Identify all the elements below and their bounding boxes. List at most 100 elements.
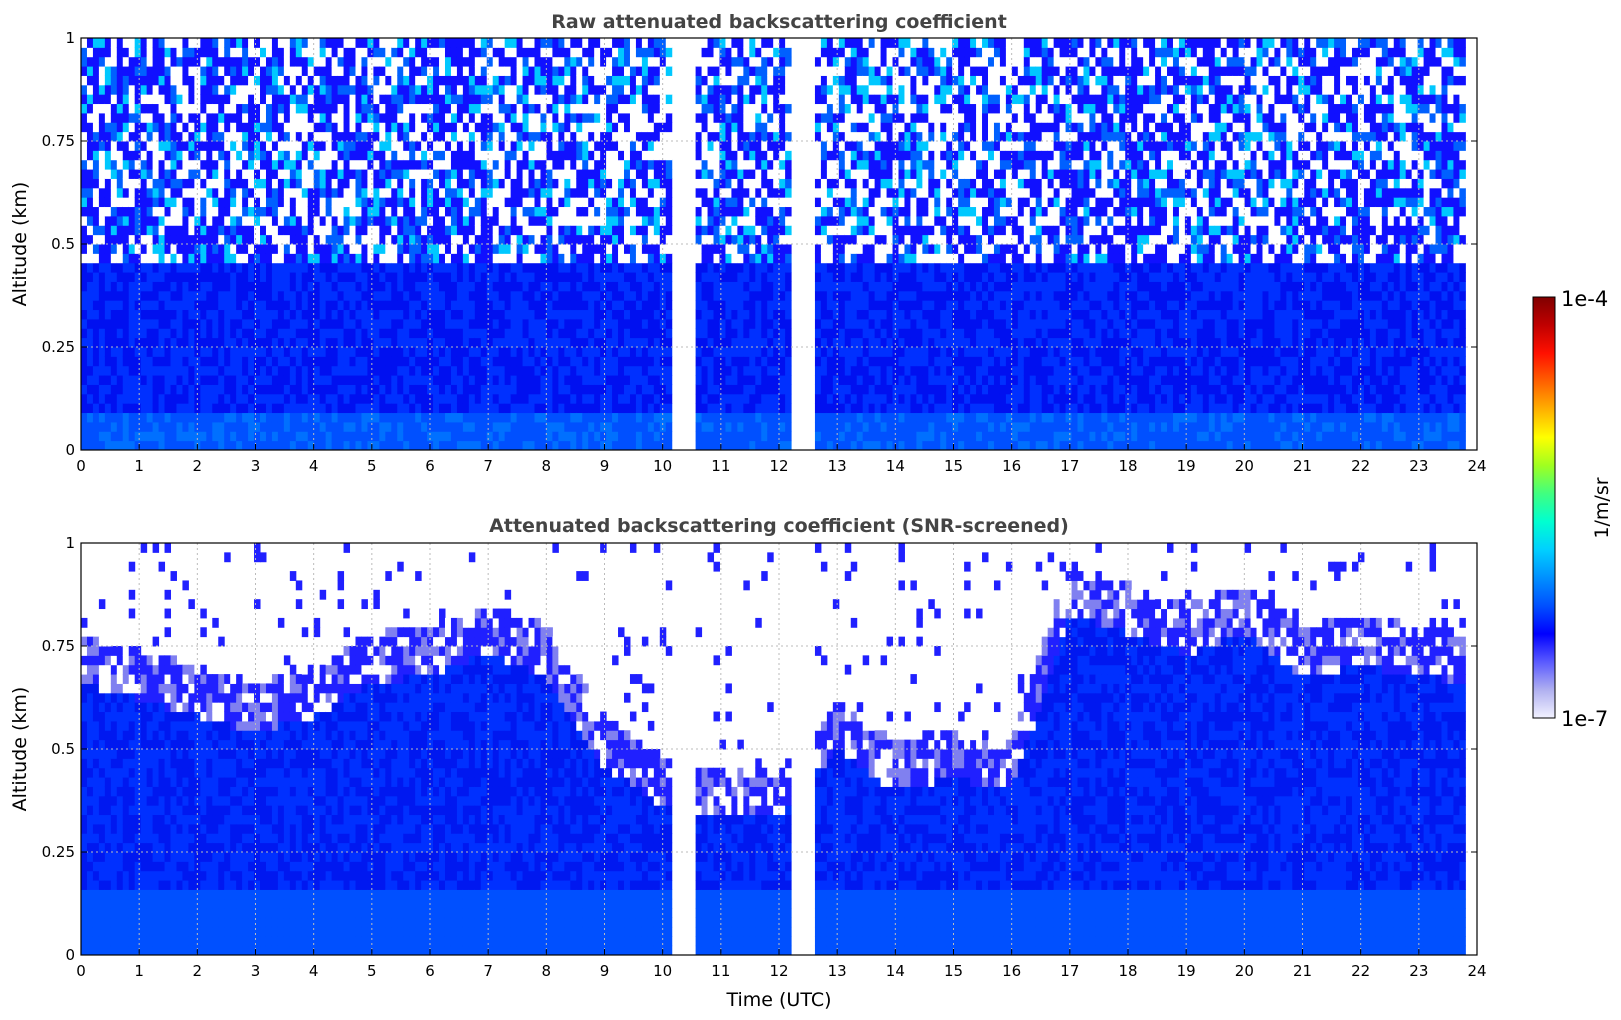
heatmap-cell [528, 262, 535, 273]
heatmap-cell [236, 225, 243, 236]
heatmap-cell [421, 215, 428, 226]
heatmap-cell [188, 431, 195, 442]
heatmap-cell [701, 84, 709, 95]
heatmap-cell [254, 384, 261, 395]
heatmap-cell [486, 206, 494, 217]
heatmap-cell [397, 84, 404, 95]
heatmap-cell [629, 384, 637, 395]
heatmap-cell [146, 272, 154, 282]
heatmap-cell [301, 347, 309, 357]
heatmap-cell [701, 215, 709, 226]
heatmap-cell [773, 206, 780, 217]
heatmap-cell [433, 131, 440, 142]
heatmap-cell [612, 206, 619, 217]
heatmap-cell [200, 281, 207, 292]
heatmap-cell [761, 112, 768, 123]
heatmap-cell [307, 253, 315, 264]
heatmap-cell [570, 347, 577, 357]
heatmap-cell [379, 103, 386, 114]
heatmap-cell [516, 393, 524, 404]
heatmap-cell [116, 47, 124, 58]
heatmap-cell [110, 300, 118, 311]
heatmap-cell [319, 318, 327, 329]
heatmap-cell [283, 234, 291, 245]
heatmap-cell [152, 347, 160, 357]
heatmap-cell [206, 403, 213, 414]
heatmap-cell [415, 300, 422, 311]
heatmap-cell [600, 47, 607, 58]
heatmap-cell [641, 169, 649, 179]
heatmap-cell [289, 159, 297, 170]
heatmap-cell [98, 159, 106, 170]
heatmap-cell [194, 365, 201, 376]
heatmap-cell [695, 262, 703, 273]
heatmap-cell [188, 159, 195, 170]
heatmap-cell [146, 421, 154, 432]
heatmap-cell [659, 141, 667, 151]
heatmap-cell [361, 300, 368, 311]
heatmap-cell [456, 75, 464, 86]
heatmap-cell [450, 112, 458, 123]
heatmap-cell [707, 272, 715, 282]
heatmap-cell [421, 440, 428, 450]
heatmap-cell [653, 103, 661, 114]
heatmap-cell [713, 169, 720, 179]
heatmap-cell [450, 365, 458, 376]
heatmap-cell [355, 253, 362, 264]
heatmap-cell [427, 347, 434, 357]
heatmap-cell [701, 421, 709, 432]
heatmap-cell [295, 103, 303, 114]
heatmap-cell [307, 290, 315, 301]
heatmap-cell [116, 112, 124, 123]
heatmap-cell [307, 300, 315, 311]
heatmap-cell [397, 206, 404, 217]
heatmap-cell [522, 356, 530, 367]
heatmap-cell [546, 56, 553, 67]
heatmap-cell [707, 75, 715, 86]
heatmap-cell [182, 431, 189, 442]
heatmap-cell [516, 234, 524, 245]
heatmap-cell [439, 66, 446, 76]
heatmap-cell [134, 403, 142, 414]
heatmap-cell [104, 150, 112, 161]
heatmap-cell [462, 206, 470, 217]
heatmap-cell [468, 337, 476, 348]
heatmap-cell [474, 187, 482, 198]
heatmap-cell [81, 178, 88, 189]
heatmap-cell [522, 440, 530, 450]
heatmap-cell [206, 412, 213, 423]
heatmap-cell [582, 290, 589, 301]
heatmap-cell [254, 206, 261, 217]
heatmap-cell [236, 178, 243, 189]
heatmap-cell [480, 356, 488, 367]
heatmap-cell [647, 403, 655, 414]
heatmap-cell [212, 347, 219, 357]
heatmap-cell [439, 38, 446, 48]
heatmap-cell [755, 150, 762, 161]
heatmap-cell [182, 215, 189, 226]
heatmap-cell [295, 131, 303, 142]
heatmap-cell [104, 365, 112, 376]
heatmap-cell [629, 150, 637, 161]
heatmap-cell [516, 318, 524, 329]
heatmap-cell [265, 178, 273, 189]
heatmap-cell [719, 365, 726, 376]
heatmap-cell [737, 112, 744, 123]
heatmap-cell [337, 38, 345, 48]
raw-backscatter-panel: Raw attenuated backscattering coefficien… [9, 11, 1487, 475]
heatmap-cell [134, 197, 142, 208]
heatmap-cell [385, 215, 392, 226]
heatmap-cell [629, 141, 637, 151]
heatmap-cell [725, 131, 732, 142]
heatmap-cell [743, 234, 750, 245]
heatmap-cell [731, 337, 738, 348]
heatmap-cell [146, 328, 154, 339]
heatmap-cell [647, 281, 655, 292]
heatmap-cell [81, 300, 88, 311]
heatmap-cell [468, 197, 476, 208]
heatmap-cell [337, 347, 345, 357]
heatmap-cell [385, 262, 392, 273]
heatmap-cell [104, 244, 112, 254]
heatmap-cell [271, 290, 279, 301]
heatmap-cell [188, 38, 195, 48]
